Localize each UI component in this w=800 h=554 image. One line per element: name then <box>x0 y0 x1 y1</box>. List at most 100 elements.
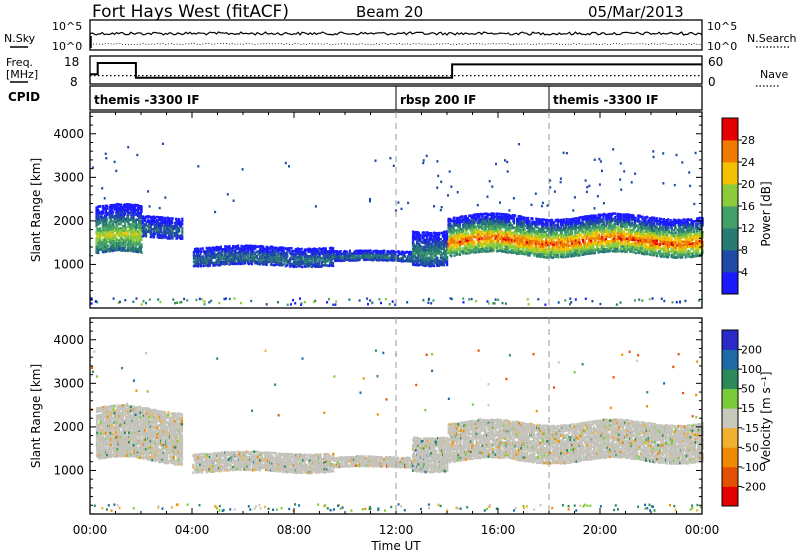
power-echo-cell <box>543 243 546 247</box>
power-echo-cell <box>478 237 481 241</box>
power-echo-cell <box>465 241 468 245</box>
power-echo-cell <box>634 226 637 229</box>
power-echo-cell <box>208 248 212 252</box>
power-echo-cell <box>456 221 459 224</box>
power-echo-cell <box>376 250 379 253</box>
power-echo-cell <box>330 256 333 259</box>
power-echo-cell <box>172 224 175 228</box>
power-echo-cell <box>128 241 131 245</box>
power-echo-cell <box>457 233 460 237</box>
power-echo-cell <box>560 230 563 234</box>
power-echo-cell <box>444 235 447 238</box>
power-echo-cell <box>330 254 333 258</box>
power-echo-cell <box>441 233 444 237</box>
power-echo-cell <box>106 226 109 229</box>
power-echo-cell <box>148 227 151 231</box>
power-echo-cell <box>528 224 531 228</box>
power-echo-cell <box>152 235 156 239</box>
power-echo-cell <box>133 223 136 227</box>
power-echo-cell <box>642 230 645 234</box>
power-echo-cell <box>597 237 600 241</box>
power-echo-cell <box>312 255 315 259</box>
cpid-segment-label: themis -3300 IF <box>553 93 659 107</box>
power-echo-cell <box>545 238 548 241</box>
power-echo-cell <box>128 246 131 250</box>
power-echo-cell <box>625 237 629 241</box>
power-echo-cell <box>217 251 220 254</box>
power-echo-cell <box>523 228 526 231</box>
power-echo-cell <box>466 217 470 220</box>
power-echo-cell <box>137 238 140 241</box>
power-echo-cell <box>140 216 143 220</box>
power-echoes <box>90 142 704 306</box>
power-echo-cell <box>473 243 476 246</box>
power-echo-cell <box>151 233 154 236</box>
power-echo-cell <box>124 243 127 247</box>
power-echo-cell <box>103 243 106 246</box>
power-echo-cell <box>478 240 481 244</box>
power-echo-cell <box>469 224 472 227</box>
power-echo-cell <box>498 242 501 246</box>
power-echo-cell <box>460 243 463 246</box>
power-echo-cell <box>215 260 218 264</box>
power-echo-cell <box>324 261 327 265</box>
power-echo-cell <box>607 217 611 220</box>
power-echo-cell <box>597 213 600 217</box>
power-echo-cell <box>140 205 143 209</box>
power-echo-cell <box>527 216 530 220</box>
power-echo-cell <box>527 238 530 242</box>
power-echo-cell <box>594 243 597 246</box>
power-echo-cell <box>97 223 100 226</box>
power-echo-cell <box>242 250 245 253</box>
power-echo-cell <box>369 254 372 257</box>
power-echo-cell <box>616 230 619 233</box>
power-echo-cell <box>446 237 449 241</box>
power-echo-cell <box>607 225 611 228</box>
power-echo-cell <box>508 224 511 227</box>
power-echo-cell <box>210 246 213 250</box>
power-echo-cell <box>523 245 526 248</box>
power-echo-cell <box>635 219 638 223</box>
power-echo-cell <box>603 247 606 251</box>
power-echo-cell <box>367 254 370 257</box>
power-echo-cell <box>327 264 330 268</box>
power-echo-cell <box>148 215 151 218</box>
power-echo-cell <box>128 244 131 248</box>
power-echo-cell <box>132 235 135 238</box>
power-echo-cell <box>130 205 133 209</box>
power-echo-cell <box>378 253 381 257</box>
power-echo-cell <box>228 245 231 248</box>
power-echo-cell <box>612 227 615 231</box>
power-echo-cell <box>487 244 491 248</box>
power-echo-cell <box>471 216 474 219</box>
power-echo-cell <box>330 251 333 254</box>
power-echo-cell <box>510 240 514 244</box>
power-echo-cell <box>570 230 574 234</box>
power-echo-cell <box>132 247 135 251</box>
power-echo-cell <box>104 204 107 208</box>
power-echo-cell <box>629 243 632 246</box>
power-echo-cell <box>416 235 419 238</box>
power-echo-cell <box>605 227 608 230</box>
power-echo-cell <box>293 260 296 263</box>
power-echo-cell <box>624 225 627 228</box>
power-echo-cell <box>138 219 141 223</box>
power-echo-cell <box>153 232 156 236</box>
power-echo-cell <box>643 252 646 256</box>
power-echo-cell <box>592 214 595 218</box>
power-echo-cell <box>223 255 226 258</box>
power-echo-cell <box>132 237 135 240</box>
power-echo-cell <box>562 250 565 253</box>
power-echo-cell <box>503 237 506 240</box>
power-echo-cell <box>514 214 517 217</box>
power-echo-cell <box>562 240 565 244</box>
power-echo-cell <box>594 214 597 218</box>
power-echo-cell <box>116 210 119 213</box>
power-echo-cell <box>439 238 442 241</box>
power-echo-cell <box>397 257 401 261</box>
power-echo-cell <box>380 258 383 262</box>
power-echo-cell <box>545 250 548 254</box>
power-echo-cell <box>632 228 635 232</box>
power-echo-cell <box>194 264 197 268</box>
power-echo-cell <box>587 232 591 235</box>
